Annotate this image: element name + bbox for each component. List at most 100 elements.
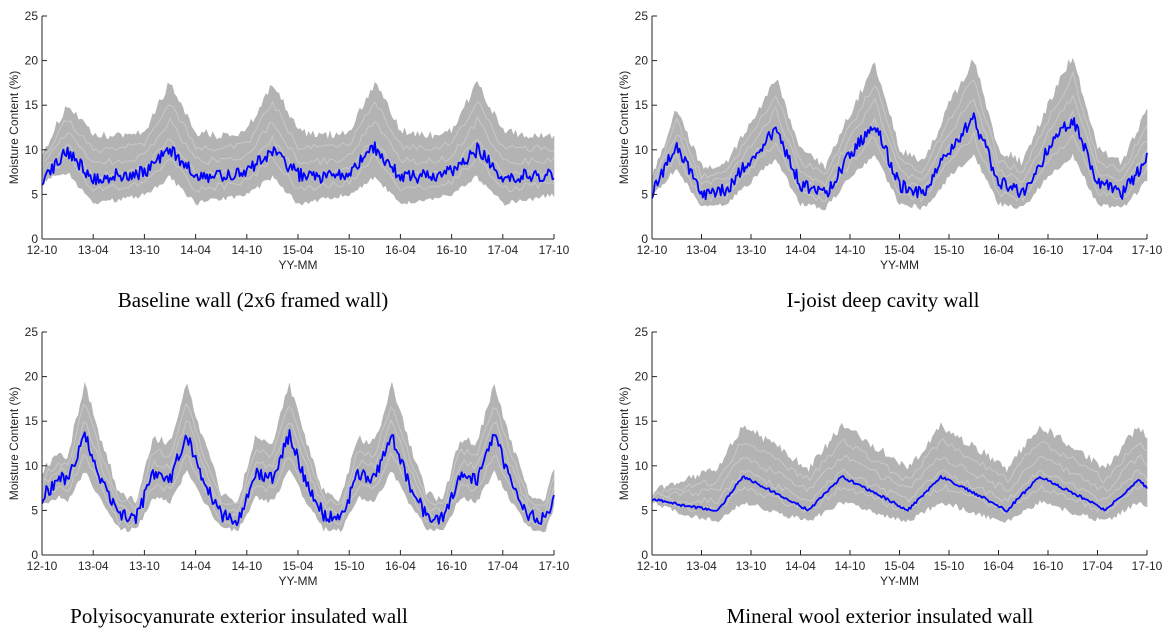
x-tick-label: 17-04 (487, 559, 518, 573)
x-tick-label: 16-04 (983, 559, 1014, 573)
x-tick-label: 15-10 (934, 243, 965, 257)
x-tick-label: 14-04 (785, 243, 816, 257)
ensemble-run-line (651, 468, 1148, 505)
series-line-representative (41, 429, 555, 527)
x-axis-label: YY-MM (279, 258, 318, 272)
y-tick-label: 5 (31, 187, 38, 201)
y-tick-label: 10 (25, 143, 39, 157)
y-tick-label: 20 (25, 370, 39, 384)
y-tick-label: 15 (635, 98, 649, 112)
chart-panel-mineral-wool: 0 5 10 15 20 25 12-10 13-04 13-10 14-04 14-10 15-04… (592, 318, 1172, 600)
chart-panel-polyiso: 0 5 10 15 20 25 12-10 13-04 13-10 14-04 14-10 15-04… (2, 318, 582, 600)
ensemble-run-line (651, 70, 1148, 184)
x-tick-label: 12-10 (27, 559, 58, 573)
ensemble-run-line (41, 418, 555, 518)
y-tick-label: 10 (25, 459, 39, 473)
x-tick-label: 13-04 (78, 243, 109, 257)
ensemble-run-line (651, 94, 1148, 188)
y-axis-label: Moisture Content (%) (617, 387, 631, 500)
y-tick-label: 5 (641, 503, 648, 517)
x-tick-label: 16-04 (385, 243, 416, 257)
caption-ijoist: I-joist deep cavity wall (786, 288, 980, 312)
y-tick-label: 5 (31, 503, 38, 517)
x-tick-label: 17-10 (539, 559, 570, 573)
chart-panel-baseline: 0 5 10 15 20 25 12-10 13-04 13-10 14-04 14-10 15-04… (2, 2, 582, 284)
ensemble-run-line (41, 452, 555, 528)
y-axis-label: Moisture Content (%) (617, 71, 631, 184)
x-tick-label: 17-10 (1132, 243, 1163, 257)
y-tick-label: 0 (641, 548, 648, 562)
x-tick-label: 14-10 (835, 243, 866, 257)
x-axis-label: YY-MM (880, 258, 919, 272)
x-tick-label: 15-04 (884, 559, 915, 573)
x-tick-label: 13-10 (736, 243, 767, 257)
y-tick-label: 15 (25, 414, 39, 428)
x-tick-label: 13-04 (686, 243, 717, 257)
y-tick-label: 0 (31, 548, 38, 562)
y-tick-label: 0 (641, 232, 648, 246)
chart-svg: 0 5 10 15 20 25 12-10 13-04 13-10 14-04 14-10 15-04… (7, 325, 570, 588)
ensemble-run-line (41, 402, 555, 512)
x-tick-label: 13-10 (129, 559, 160, 573)
x-tick-label: 17-10 (1132, 559, 1163, 573)
y-tick-label: 15 (635, 414, 649, 428)
x-tick-label: 16-04 (983, 243, 1014, 257)
y-tick-label: 20 (635, 370, 649, 384)
x-tick-label: 13-10 (736, 559, 767, 573)
x-tick-label: 13-04 (78, 559, 109, 573)
caption-baseline: Baseline wall (2x6 framed wall) (117, 288, 389, 312)
x-tick-label: 15-10 (934, 559, 965, 573)
x-tick-label: 15-04 (884, 243, 915, 257)
x-tick-label: 17-04 (1082, 559, 1113, 573)
y-axis-label: Moisture Content (%) (7, 71, 21, 184)
x-tick-label: 12-10 (637, 243, 668, 257)
chart-svg: 0 5 10 15 20 25 12-10 13-04 13-10 14-04 14-10 15-04… (617, 9, 1163, 272)
y-tick-label: 10 (635, 143, 649, 157)
chart-panel-ijoist: 0 5 10 15 20 25 12-10 13-04 13-10 14-04 14-10 15-04… (592, 2, 1172, 284)
x-tick-label: 17-10 (539, 243, 570, 257)
x-tick-label: 16-10 (1033, 243, 1064, 257)
ensemble-run-line (651, 437, 1148, 499)
y-tick-label: 5 (641, 187, 648, 201)
x-tick-label: 16-10 (1033, 559, 1064, 573)
caption-mineral-wool: Mineral wool exterior insulated wall (726, 604, 1034, 628)
y-tick-label: 0 (31, 232, 38, 246)
ensemble-run-line (41, 115, 555, 169)
x-tick-label: 13-10 (129, 243, 160, 257)
x-tick-label: 14-04 (180, 559, 211, 573)
chart-svg: 0 5 10 15 20 25 12-10 13-04 13-10 14-04 14-10 15-04… (7, 9, 570, 272)
x-tick-label: 14-10 (231, 559, 262, 573)
x-axis-label: YY-MM (880, 574, 919, 588)
series-line-representative (651, 112, 1148, 201)
x-tick-label: 16-10 (436, 243, 467, 257)
ensemble-run-line (41, 153, 555, 193)
y-tick-label: 20 (25, 54, 39, 68)
series-line-representative (651, 474, 1148, 513)
y-tick-label: 10 (635, 459, 649, 473)
x-tick-label: 14-10 (835, 559, 866, 573)
x-tick-label: 15-04 (283, 559, 314, 573)
y-tick-label: 20 (635, 54, 649, 68)
ensemble-run-line (651, 454, 1148, 500)
y-axis-label: Moisture Content (%) (7, 387, 21, 500)
y-tick-label: 25 (25, 9, 39, 23)
x-tick-label: 14-10 (231, 243, 262, 257)
chart-svg: 0 5 10 15 20 25 12-10 13-04 13-10 14-04 14-10 15-04… (617, 325, 1163, 588)
x-tick-label: 12-10 (27, 243, 58, 257)
y-tick-label: 25 (635, 325, 649, 339)
x-tick-label: 14-04 (785, 559, 816, 573)
x-tick-label: 15-10 (334, 559, 365, 573)
ensemble-run-line (41, 100, 555, 164)
x-tick-label: 13-04 (686, 559, 717, 573)
x-tick-label: 17-04 (487, 243, 518, 257)
y-tick-label: 25 (25, 325, 39, 339)
x-tick-label: 15-10 (334, 243, 365, 257)
series-line-representative (41, 141, 555, 186)
x-axis-label: YY-MM (279, 574, 318, 588)
caption-polyiso: Polyisocyanurate exterior insulated wall (70, 604, 408, 628)
x-tick-label: 14-04 (180, 243, 211, 257)
ensemble-run-line (651, 130, 1148, 204)
x-tick-label: 15-04 (283, 243, 314, 257)
y-tick-label: 25 (635, 9, 649, 23)
x-tick-label: 12-10 (637, 559, 668, 573)
